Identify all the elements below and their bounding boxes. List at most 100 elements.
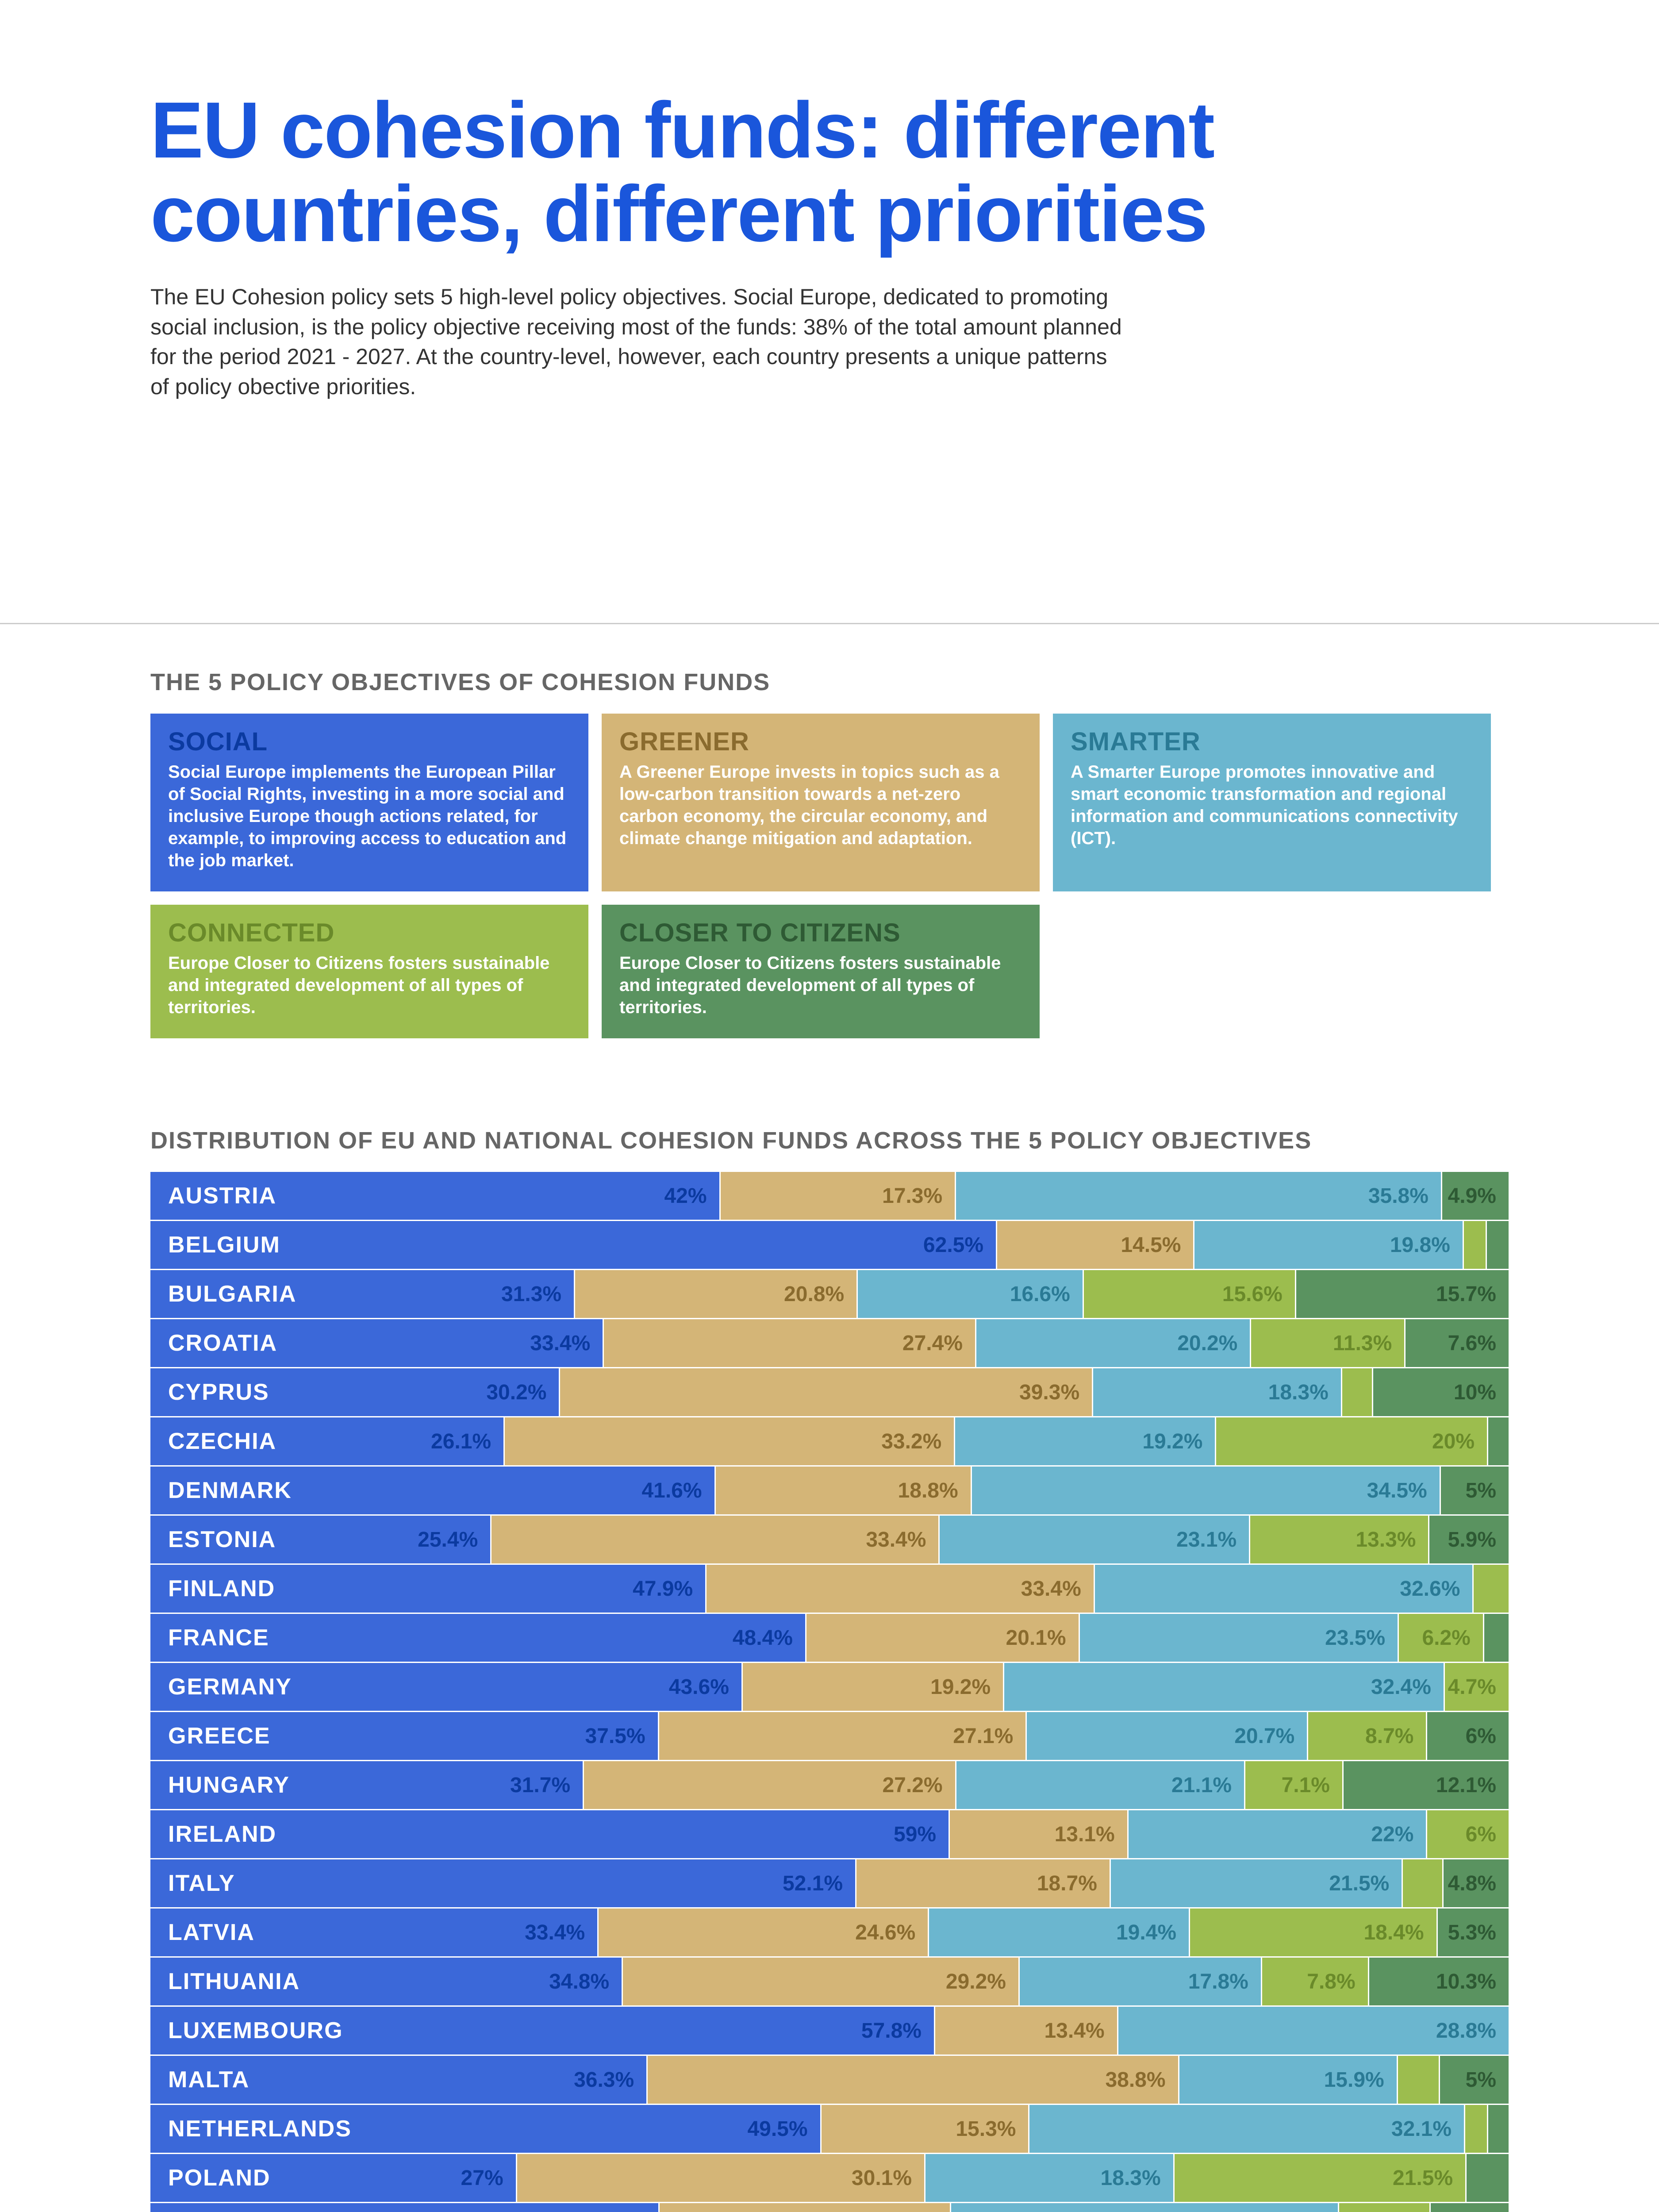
bar-segment [1342, 1368, 1372, 1416]
country-row: 31.7%27.2%21.1%7.1%12.1%HUNGARY [150, 1761, 1509, 1809]
country-label: GREECE [168, 1723, 271, 1749]
policy-card: SMARTERA Smarter Europe promotes innovat… [1053, 714, 1491, 891]
bar-segment: 12.1% [1344, 1761, 1509, 1809]
bar-segment: 33.4% [707, 1565, 1094, 1613]
bar-segment: 8.7% [1308, 1712, 1426, 1760]
bar-segment: 21.5% [1111, 1859, 1402, 1907]
country-row: 42%17.3%35.8%4.9%AUSTRIA [150, 1172, 1509, 1220]
bar-segment: 13.3% [1250, 1516, 1428, 1563]
country-row: 33.4%27.4%20.2%11.3%7.6%CROATIA [150, 1319, 1509, 1367]
bar-segment [1474, 1565, 1509, 1613]
policy-card: SOCIAL Social Europe implements the Europ… [150, 714, 588, 891]
bar-segment: 17.3% [721, 1172, 955, 1220]
bar-segment: 15.3% [822, 2105, 1029, 2153]
bar-segment: 22% [1129, 1810, 1426, 1858]
bar-segment: 20.1% [806, 1614, 1079, 1662]
bar-segment: 5.3% [1438, 1909, 1509, 1956]
bar-segment: 20.7% [1027, 1712, 1307, 1760]
country-label: POLAND [168, 2165, 271, 2191]
bar-segment: 18.3% [926, 2154, 1173, 2202]
bar-segment: 19.2% [743, 1663, 1003, 1711]
bar-segment: 20% [1216, 1417, 1487, 1465]
bar-segment: 52.1% [150, 1859, 855, 1907]
country-label: CYPRUS [168, 1379, 269, 1406]
country-label: ITALY [168, 1870, 235, 1897]
country-row: 25.4%33.4%23.1%13.3%5.9%ESTONIA [150, 1516, 1509, 1563]
country-label: LITHUANIA [168, 1968, 300, 1995]
bar-segment: 6% [1427, 1810, 1509, 1858]
bar-segment: 6.7% [1339, 2203, 1429, 2212]
bar-segment: 5% [1440, 2056, 1509, 2104]
bar-segment [1487, 1221, 1509, 1269]
bar-segment: 7.8% [1262, 1958, 1368, 2005]
bar-segment: 38.8% [648, 2056, 1178, 2104]
country-row: 62.5%14.5%19.8%BELGIUM [150, 1221, 1509, 1269]
country-row: 31.3%20.8%16.6%15.6%15.7%BULGARIA [150, 1270, 1509, 1318]
intro-text: The EU Cohesion policy sets 5 high-level… [150, 282, 1124, 402]
bar-segment: 18.4% [1190, 1909, 1436, 1956]
country-label: NETHERLANDS [168, 2116, 352, 2142]
country-row: 59%13.1%22%6%IRELAND [150, 1810, 1509, 1858]
bar-segment: 4.7% [1445, 1663, 1509, 1711]
bar-segment: 17.8% [1020, 1958, 1261, 2005]
bar-segment: 21.5% [1175, 2154, 1465, 2202]
policy-card-desc: A Smarter Europe promotes innovative and… [1071, 761, 1473, 849]
bar-segment: 11.3% [1251, 1319, 1404, 1367]
country-label: BULGARIA [168, 1281, 296, 1307]
bar-segment: 5% [1441, 1467, 1509, 1514]
country-row: 49.5%15.3%32.1%NETHERLANDS [150, 2105, 1509, 2153]
bar-segment: 21.6% [660, 2203, 950, 2212]
bar-segment: 28.8% [1118, 2007, 1509, 2055]
country-row: 43.6%19.2%32.4%4.7%GERMANY [150, 1663, 1509, 1711]
country-row: 37.5%27.1%20.7%8.7%6%GREECE [150, 1712, 1509, 1760]
bar-segment: 18.8% [716, 1467, 971, 1514]
bar-segment: 18.7% [856, 1859, 1110, 1907]
country-label: LATVIA [168, 1919, 255, 1946]
bar-segment: 23.5% [1080, 1614, 1398, 1662]
country-label: ESTONIA [168, 1526, 276, 1553]
bar-segment [1467, 2154, 1509, 2202]
bar-segment: 20.8% [575, 1270, 856, 1318]
policy-card-title: GREENER [619, 727, 1022, 757]
policy-card-title: CONNECTED [168, 918, 571, 948]
policy-card-title: CLOSER TO CITIZENS [619, 918, 1022, 948]
country-label: CZECHIA [168, 1428, 276, 1455]
policy-card: CLOSER TO CITIZENSEurope Closer to Citiz… [602, 905, 1040, 1038]
bar-segment: 6% [1427, 1712, 1509, 1760]
policy-card-desc: Social Europe implements the European Pi… [168, 761, 571, 872]
bar-segment: 27.2% [584, 1761, 955, 1809]
policy-card-desc: A Greener Europe invests in topics such … [619, 761, 1022, 849]
bar-segment: 7.1% [1245, 1761, 1342, 1809]
bar-segment: 35.8% [956, 1172, 1441, 1220]
bar-segment: 19.2% [955, 1417, 1215, 1465]
policy-card-title: SOCIAL [168, 727, 571, 757]
page-title: EU cohesion funds: different countries, … [150, 88, 1509, 256]
country-label: FINLAND [168, 1575, 275, 1602]
bar-segment: 13.1% [950, 1810, 1127, 1858]
country-row: 34.8%29.2%17.8%7.8%10.3%LITHUANIA [150, 1958, 1509, 2005]
country-label: DENMARK [168, 1477, 292, 1504]
bar-segment: 34.5% [972, 1467, 1440, 1514]
bar-segment: 23.1% [940, 1516, 1249, 1563]
bar-segment: 15.6% [1084, 1270, 1295, 1318]
country-label: IRELAND [168, 1821, 276, 1847]
country-label: AUSTRIA [168, 1183, 276, 1209]
bar-segment: 29.2% [623, 1958, 1018, 2005]
bar-segment: 20.2% [976, 1319, 1250, 1367]
bar-segment: 33.2% [505, 1417, 954, 1465]
country-row: 52.1%18.7%21.5%4.8%ITALY [150, 1859, 1509, 1907]
country-row: 30.2%39.3%18.3%10%CYPRUS [150, 1368, 1509, 1416]
dist-section-title: DISTRIBUTION OF EU AND NATIONAL COHESION… [150, 1127, 1509, 1154]
country-label: FRANCE [168, 1624, 269, 1651]
bar-segment: 10.3% [1369, 1958, 1509, 2005]
bar-segment: 21.1% [956, 1761, 1244, 1809]
country-label: BELGIUM [168, 1232, 280, 1258]
bar-segment: 32.6% [1095, 1565, 1473, 1613]
bar-segment: 19.8% [1194, 1221, 1462, 1269]
bar-segment: 37.8% [150, 2203, 658, 2212]
distribution-chart: 42%17.3%35.8%4.9%AUSTRIA62.5%14.5%19.8%B… [150, 1172, 1509, 2212]
bar-segment: 30.1% [517, 2154, 924, 2202]
country-row: 33.4%24.6%19.4%18.4%5.3%LATVIA [150, 1909, 1509, 1956]
policy-cards: SOCIAL Social Europe implements the Europ… [150, 714, 1509, 1038]
bar-segment: 33.4% [492, 1516, 938, 1563]
